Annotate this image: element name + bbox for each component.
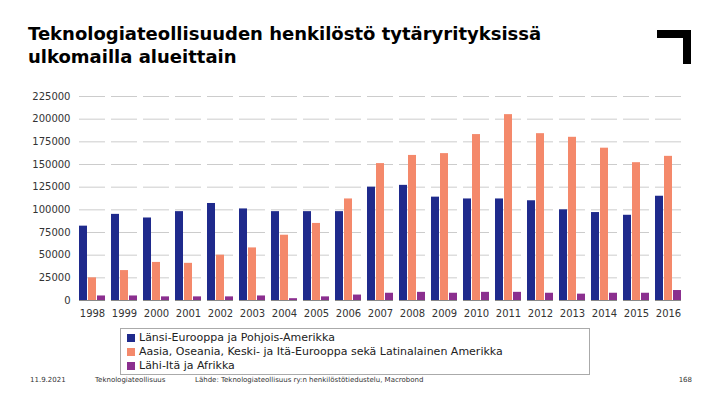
svg-text:2004: 2004 — [272, 308, 297, 319]
html-text:Länsi-Eurooppa ja Pohjois-Amer: Länsi-Eurooppa ja Pohjois-Amerikka — [139, 331, 335, 344]
svg-text:2001: 2001 — [176, 308, 201, 319]
html-text:11.9.2021: 11.9.2021 — [30, 376, 66, 384]
svg-text:2012: 2012 — [528, 308, 553, 319]
html-text:168: 168 — [678, 376, 692, 384]
svg-text:2006: 2006 — [336, 308, 361, 319]
svg-text:100000: 100000 — [32, 204, 70, 215]
html-text:Lähi-Itä ja Afrikka: Lähi-Itä ja Afrikka — [139, 359, 235, 372]
svg-text:225000: 225000 — [32, 91, 70, 102]
svg-text:25000: 25000 — [39, 272, 71, 283]
svg-text:2016: 2016 — [656, 308, 681, 319]
svg-text:2014: 2014 — [592, 308, 617, 319]
svg-text:2000: 2000 — [144, 308, 169, 319]
svg-text:2002: 2002 — [208, 308, 233, 319]
svg-text:200000: 200000 — [32, 113, 70, 124]
svg-text:175000: 175000 — [32, 136, 70, 147]
svg-text:1999: 1999 — [112, 308, 137, 319]
svg-text:2011: 2011 — [496, 308, 521, 319]
svg-text:2015: 2015 — [624, 308, 649, 319]
svg-text:125000: 125000 — [32, 181, 70, 192]
svg-text:2008: 2008 — [400, 308, 425, 319]
svg-text:2005: 2005 — [304, 308, 329, 319]
html-text:Teknologiateollisuus: Teknologiateollisuus — [95, 376, 166, 384]
svg-text:75000: 75000 — [39, 227, 71, 238]
html-text:Lähde: Teknologiateollisuus ry: Lähde: Teknologiateollisuus ry:n henkilö… — [195, 376, 424, 384]
svg-text:2013: 2013 — [560, 308, 585, 319]
html-text:Aasia, Oseania, Keski- ja Itä-: Aasia, Oseania, Keski- ja Itä-Eurooppa s… — [139, 345, 503, 358]
svg-text:150000: 150000 — [32, 159, 70, 170]
svg-text:2009: 2009 — [432, 308, 457, 319]
svg-text:2010: 2010 — [464, 308, 489, 319]
svg-text:2003: 2003 — [240, 308, 265, 319]
svg-text:0: 0 — [64, 295, 70, 306]
svg-text:2007: 2007 — [368, 308, 393, 319]
svg-text:1998: 1998 — [80, 308, 105, 319]
html-text:Teknologiateollisuuden henkilö: Teknologiateollisuuden henkilöstö tytäry… — [28, 23, 542, 67]
svg-text:50000: 50000 — [39, 249, 71, 260]
